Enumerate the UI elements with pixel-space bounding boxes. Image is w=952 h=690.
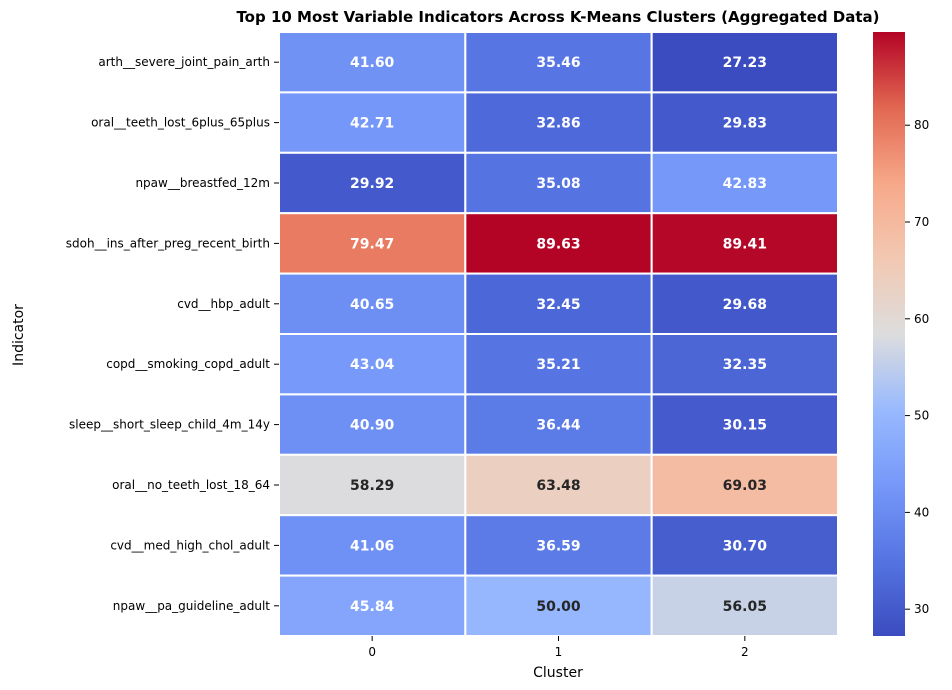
cell-value-label: 40.65 xyxy=(350,297,394,313)
cell-value-label: 69.03 xyxy=(723,478,767,494)
cell-value-label: 89.63 xyxy=(536,236,580,252)
heatmap-cell xyxy=(464,31,653,94)
heatmap-cell xyxy=(464,393,653,456)
y-tick-label: copd__smoking_copd_adult xyxy=(106,357,270,371)
cell-value-label: 29.68 xyxy=(723,297,767,313)
cell-value-label: 42.83 xyxy=(723,176,767,192)
heatmap-cell xyxy=(650,91,840,154)
colorbar-tick-label: 60 xyxy=(914,312,929,326)
cell-value-label: 35.21 xyxy=(536,357,580,373)
heatmap-cell xyxy=(278,453,467,517)
heatmap-cell xyxy=(650,393,840,456)
cell-value-label: 32.35 xyxy=(723,357,767,373)
cell-value-label: 45.84 xyxy=(350,599,395,615)
cell-value-label: 30.70 xyxy=(723,538,768,554)
heatmap-cell xyxy=(650,212,840,275)
cell-value-label: 35.08 xyxy=(536,176,580,192)
x-tick-label: 2 xyxy=(741,645,749,659)
colorbar-tick-label: 70 xyxy=(914,215,929,229)
heatmap-cell xyxy=(464,453,653,517)
cell-value-label: 42.71 xyxy=(350,116,394,132)
x-tick-label: 1 xyxy=(555,645,563,659)
heatmap-cell xyxy=(650,453,840,517)
y-tick-label: npaw__breastfed_12m xyxy=(135,176,270,190)
y-tick-label: sdoh__ins_after_preg_recent_birth xyxy=(66,236,270,250)
colorbar-tick-label: 30 xyxy=(914,602,929,616)
cell-value-label: 29.83 xyxy=(723,116,767,132)
cell-value-label: 50.00 xyxy=(536,599,581,615)
heatmap-cell xyxy=(650,574,840,637)
x-axis-label: Cluster xyxy=(533,665,583,681)
y-axis: arth__severe_joint_pain_arth oral__teeth_… xyxy=(66,55,279,613)
cell-value-label: 58.29 xyxy=(350,478,394,494)
cell-value-label: 36.44 xyxy=(536,418,581,434)
colorbar-tick-label: 80 xyxy=(914,118,929,132)
cell-value-label: 56.05 xyxy=(723,599,767,615)
cell-value-label: 35.46 xyxy=(536,55,580,71)
x-axis: 0 1 2 xyxy=(368,636,749,659)
colorbar-tick-label: 50 xyxy=(914,409,929,423)
heatmap-cell xyxy=(278,212,467,275)
chart-title: Top 10 Most Variable Indicators Across K… xyxy=(236,8,879,26)
cell-value-label: 43.04 xyxy=(350,357,395,373)
heatmap-cell xyxy=(278,393,467,456)
y-axis-label: Indicator xyxy=(11,304,27,366)
cell-value-label: 63.48 xyxy=(536,478,580,494)
heatmap-cells: 41.60 35.46 27.23 42.71 32.86 29.83 29.92 35.08… xyxy=(278,31,840,637)
colorbar-gradient xyxy=(873,32,905,636)
y-tick-label: npaw__pa_guideline_adult xyxy=(113,599,270,613)
heatmap-cell xyxy=(650,333,840,396)
cell-value-label: 40.90 xyxy=(350,418,395,434)
colorbar-tick-label: 40 xyxy=(914,505,929,519)
heatmap-cell xyxy=(464,574,653,637)
heatmap-cell xyxy=(464,272,653,336)
heatmap-cell xyxy=(464,151,653,215)
y-tick-label: cvd__med_high_chol_adult xyxy=(110,538,270,552)
cell-value-label: 29.92 xyxy=(350,176,394,192)
colorbar: 30 40 50 60 70 80 xyxy=(873,32,929,636)
cell-value-label: 79.47 xyxy=(350,236,394,252)
x-tick-label: 0 xyxy=(368,645,376,659)
y-tick-label: arth__severe_joint_pain_arth xyxy=(98,55,270,69)
heatmap-cell xyxy=(278,574,467,637)
cell-value-label: 41.60 xyxy=(350,55,395,71)
heatmap-cell xyxy=(464,333,653,396)
cell-value-label: 89.41 xyxy=(723,236,767,252)
y-tick-label: cvd__hbp_adult xyxy=(177,297,270,311)
heatmap-cell xyxy=(278,31,467,94)
cell-value-label: 30.15 xyxy=(723,418,767,434)
y-tick-label: sleep__short_sleep_child_4m_14y xyxy=(69,418,270,432)
cell-value-label: 32.86 xyxy=(536,116,580,132)
y-tick-label: oral__teeth_lost_6plus_65plus xyxy=(91,116,270,130)
y-tick-label: oral__no_teeth_lost_18_64 xyxy=(112,478,270,492)
cell-value-label: 32.45 xyxy=(536,297,580,313)
cell-value-label: 27.23 xyxy=(723,55,767,71)
cell-value-label: 36.59 xyxy=(536,538,580,554)
cell-value-label: 41.06 xyxy=(350,538,394,554)
heatmap-cell xyxy=(650,514,840,577)
